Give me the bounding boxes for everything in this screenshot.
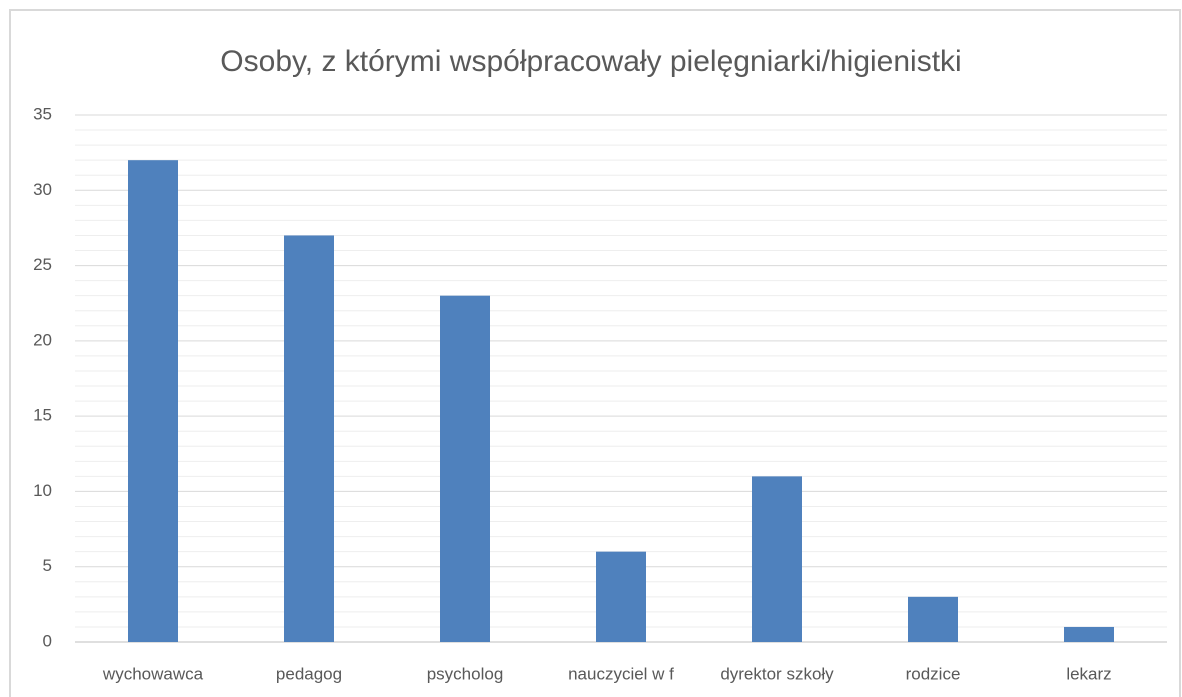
x-tick-label: dyrektor szkoły [720, 664, 834, 683]
bar [128, 160, 178, 642]
y-tick-label: 20 [33, 330, 52, 349]
chart-frame [9, 9, 1181, 697]
bar [752, 476, 802, 642]
x-tick-label: wychowawca [102, 664, 204, 683]
x-tick-label: lekarz [1066, 664, 1111, 683]
x-tick-label: nauczyciel w f [568, 664, 674, 683]
chart-title: Osoby, z którymi współpracowały pielęgni… [220, 45, 961, 78]
y-tick-label: 0 [43, 631, 52, 650]
y-tick-label: 35 [33, 104, 52, 123]
bar [908, 596, 958, 642]
y-tick-label: 30 [33, 180, 52, 199]
x-tick-label: rodzice [906, 664, 961, 683]
y-tick-label: 10 [33, 481, 52, 500]
y-tick-label: 25 [33, 255, 52, 274]
bar [440, 295, 490, 642]
bar [284, 235, 334, 642]
y-tick-label: 15 [33, 406, 52, 425]
bar [1064, 626, 1114, 642]
y-tick-label: 5 [43, 556, 52, 575]
x-tick-label: pedagog [276, 664, 342, 683]
bar [596, 551, 646, 642]
x-tick-label: psycholog [427, 664, 504, 683]
